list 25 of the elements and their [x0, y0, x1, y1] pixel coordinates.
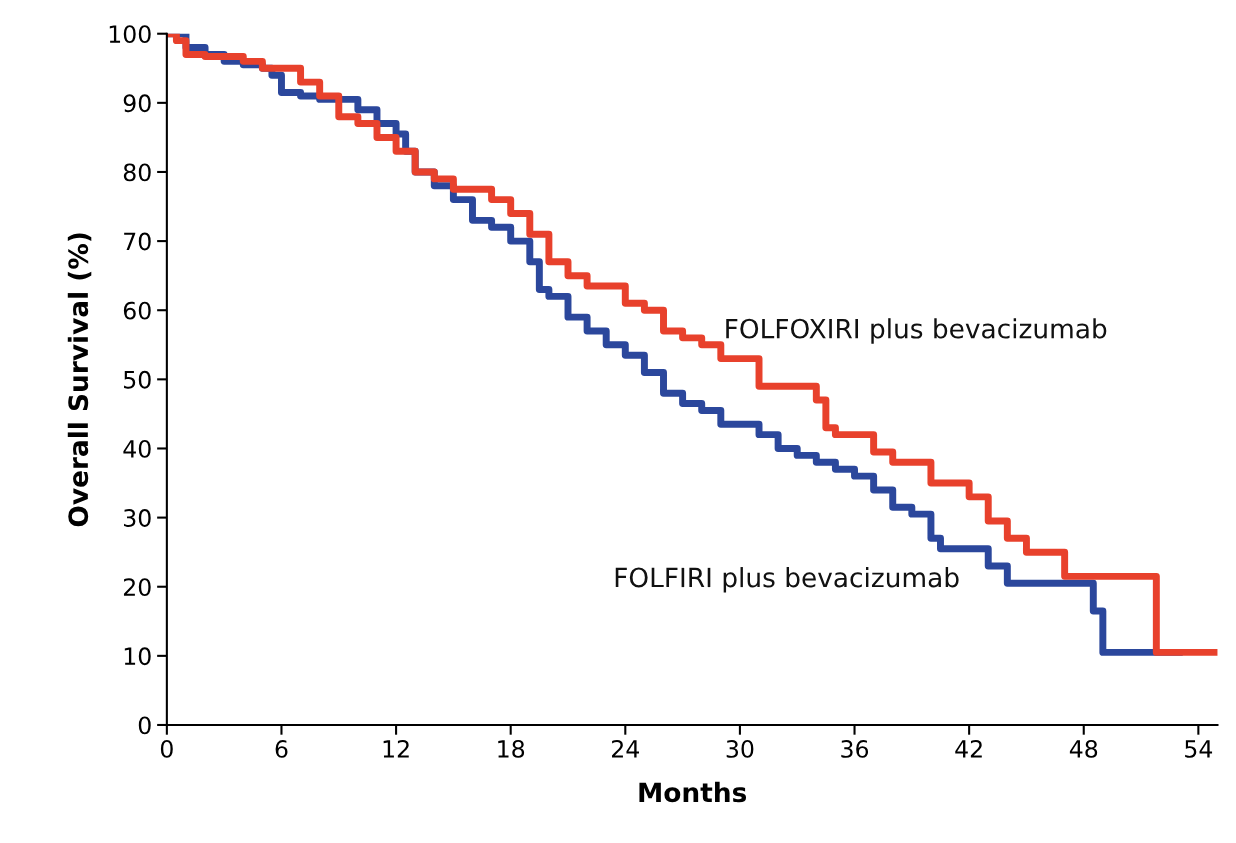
x-tick-label: 12 — [383, 739, 409, 758]
x-tick-label: 30 — [726, 739, 754, 758]
x-tick-label: 6 — [275, 739, 288, 758]
y-tick-label: 70 — [124, 232, 151, 251]
series-label: FOLFOXIRI plus bevacizumab — [726, 318, 1107, 344]
y-tick-label: 40 — [123, 439, 151, 458]
x-tick-label: 36 — [841, 739, 869, 758]
y-tick-label: 90 — [123, 94, 151, 113]
y-tick-label: 60 — [123, 301, 151, 320]
y-tick-label: 100 — [109, 25, 151, 44]
x-tick-label: 54 — [1185, 740, 1213, 758]
y-tick-label: 20 — [123, 578, 151, 597]
x-axis-title: Months — [639, 781, 747, 803]
x-tick-label: 0 — [160, 739, 173, 758]
y-tick-label: 80 — [123, 163, 151, 182]
y-tick-label: 10 — [124, 647, 151, 666]
x-tick-label: 42 — [955, 739, 982, 758]
series-label: FOLFIRI plus bevacizumab — [615, 567, 959, 593]
x-tick-label: 48 — [1069, 739, 1098, 758]
y-tick-label: 30 — [124, 509, 151, 527]
x-tick-label: 18 — [498, 739, 525, 758]
y-axis-title: Overall Survival (%) — [67, 233, 92, 527]
y-tick-label: 50 — [124, 370, 151, 389]
x-tick-label: 24 — [612, 739, 639, 758]
y-tick-label: 0 — [138, 716, 151, 735]
